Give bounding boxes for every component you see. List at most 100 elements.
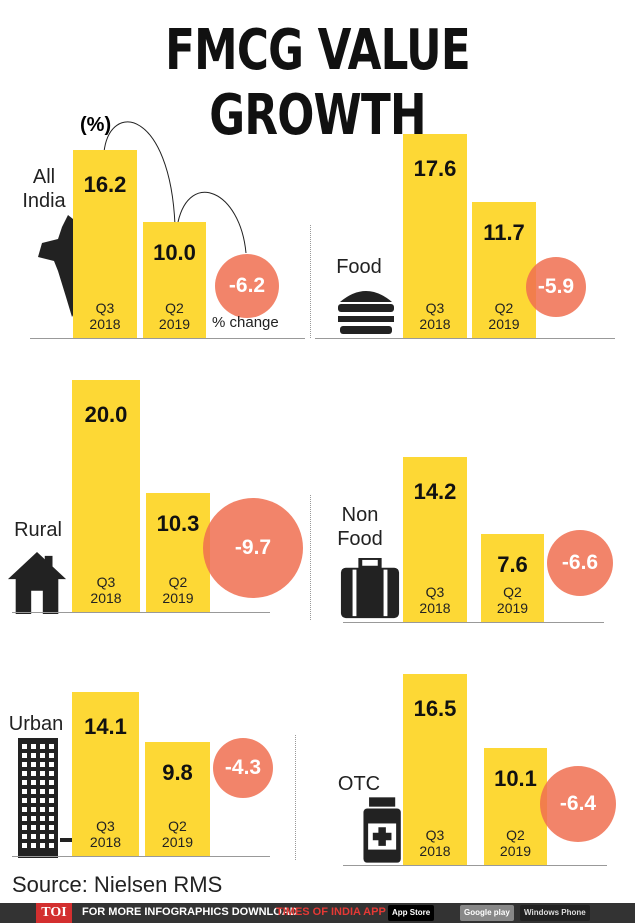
- period-quarter: Q3: [425, 583, 445, 600]
- period-label: Q3 2018: [403, 300, 467, 332]
- chart-title: FMCG VALUE GROWTH: [165, 18, 471, 148]
- period-year: 2018: [89, 315, 121, 332]
- google-play-badge[interactable]: Google play: [460, 905, 514, 921]
- bar-value: 10.1: [494, 765, 537, 791]
- house-icon: [2, 552, 72, 614]
- period-label: Q3 2018: [403, 827, 467, 859]
- medicine-bottle-icon: [356, 795, 412, 865]
- change-circle: -5.9: [526, 257, 586, 317]
- period-year: 2018: [419, 315, 451, 332]
- bar: 7.6 Q2 2019: [481, 533, 544, 622]
- bar-value: 7.6: [497, 551, 528, 577]
- period-quarter: Q3: [425, 299, 445, 316]
- period-label: Q2 2019: [146, 574, 210, 606]
- period-year: 2019: [496, 599, 529, 616]
- divider: [295, 735, 296, 860]
- period-year: 2019: [162, 589, 194, 606]
- change-circle: -4.3: [213, 738, 273, 798]
- period-label: Q3 2018: [403, 584, 467, 616]
- arc-arrow: [103, 121, 176, 226]
- unit-label: (%): [80, 114, 112, 136]
- period-quarter: Q3: [425, 826, 445, 843]
- period-label: Q2 2019: [145, 818, 210, 850]
- footer-text: FOR MORE INFOGRAPHICS DOWNLOAD: [82, 906, 298, 918]
- period-year: 2019: [499, 842, 532, 859]
- period-quarter: Q2: [168, 817, 187, 834]
- period-quarter: Q3: [96, 574, 116, 590]
- bar: 17.6 Q3 2018: [403, 133, 467, 338]
- divider: [310, 495, 311, 620]
- source-note: Source: Nielsen RMS: [12, 872, 223, 897]
- bar: 10.0 Q2 2019: [143, 222, 206, 338]
- panel-label: OTC: [337, 773, 381, 795]
- footer-app[interactable]: TIMES OF INDIA APP: [276, 906, 386, 918]
- period-quarter: Q3: [96, 817, 115, 834]
- period-quarter: Q3: [95, 299, 115, 316]
- period-year: 2019: [161, 833, 194, 850]
- bar-value: 11.7: [483, 220, 525, 246]
- bar: 16.2 Q3 2018: [73, 150, 137, 338]
- panel-label: Non Food: [337, 504, 383, 550]
- bar-value: 16.2: [83, 172, 127, 198]
- change-label: % change: [212, 314, 279, 331]
- bar-value: 9.8: [162, 760, 193, 786]
- period-label: Q3 2018: [72, 818, 139, 850]
- divider: [310, 225, 311, 338]
- baseline: [12, 856, 270, 857]
- change-circle: -6.6: [547, 530, 613, 596]
- period-label: Q3 2018: [73, 300, 137, 332]
- period-label: Q2 2019: [472, 300, 536, 332]
- bar: 10.1 Q2 2019: [484, 747, 547, 865]
- baseline: [315, 338, 615, 339]
- period-label: Q3 2018: [72, 574, 140, 606]
- period-label: Q2 2019: [481, 584, 544, 616]
- arc-arrow: [177, 192, 247, 254]
- period-year: 2018: [419, 842, 451, 859]
- bar-value: 10.0: [153, 240, 196, 265]
- app-store-badge[interactable]: App Store: [388, 905, 435, 921]
- bar: 11.7 Q2 2019: [472, 202, 536, 338]
- period-year: 2018: [90, 590, 122, 606]
- bar: 9.8 Q2 2019: [145, 742, 210, 856]
- bar-value: 17.6: [413, 155, 457, 181]
- windows-phone-badge[interactable]: Windows Phone: [520, 905, 590, 921]
- period-quarter: Q2: [494, 299, 514, 316]
- period-year: 2018: [419, 599, 451, 616]
- baseline: [343, 865, 607, 866]
- period-quarter: Q2: [165, 300, 184, 316]
- panel-label: All India: [22, 166, 66, 212]
- building-icon: [8, 738, 88, 858]
- period-year: 2019: [158, 316, 191, 332]
- bar: 10.3 Q2 2019: [146, 492, 210, 612]
- period-quarter: Q2: [168, 573, 188, 590]
- burger-icon: [336, 286, 396, 336]
- change-circle: -9.7: [203, 498, 303, 598]
- bar: 20.0 Q3 2018: [72, 380, 140, 612]
- change-circle: -6.4: [540, 766, 616, 842]
- period-label: Q2 2019: [484, 827, 547, 859]
- suitcase-icon: [338, 556, 402, 620]
- bar: 14.2 Q3 2018: [403, 457, 467, 622]
- change-circle: -6.2: [215, 254, 279, 318]
- bar-value: 14.2: [413, 479, 457, 505]
- period-quarter: Q2: [506, 826, 525, 843]
- bar: 16.5 Q3 2018: [403, 673, 467, 865]
- toi-logo: TOI: [36, 903, 72, 923]
- period-quarter: Q2: [503, 583, 522, 600]
- period-year: 2019: [488, 315, 520, 332]
- bar-value: 10.3: [156, 510, 200, 536]
- bar-value: 16.5: [413, 695, 457, 721]
- baseline: [30, 338, 305, 339]
- period-label: Q2 2019: [143, 300, 206, 332]
- panel-label: Urban: [8, 713, 64, 735]
- footer-banner: TOI FOR MORE INFOGRAPHICS DOWNLOAD TIMES…: [0, 903, 635, 923]
- baseline: [343, 622, 604, 623]
- bar-value: 14.1: [84, 714, 127, 740]
- baseline: [12, 612, 270, 613]
- bar: 14.1 Q3 2018: [72, 692, 139, 856]
- bar-value: 20.0: [84, 402, 128, 427]
- panel-label: Rural: [14, 519, 62, 541]
- period-year: 2018: [89, 833, 122, 850]
